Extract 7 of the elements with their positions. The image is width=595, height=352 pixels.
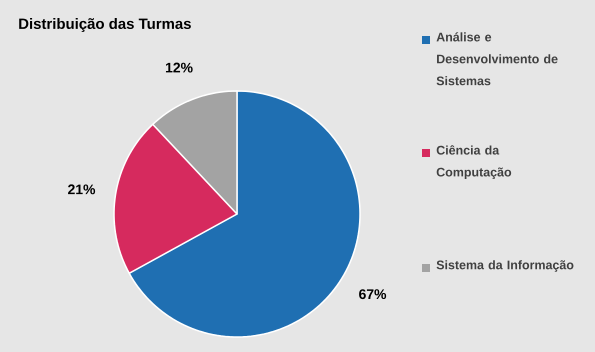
legend-label: Análise e Desenvolvimento de Sistemas bbox=[436, 32, 558, 86]
legend-label: Sistema da Informação bbox=[436, 260, 574, 272]
chart-title: Distribuição das Turmas bbox=[19, 18, 191, 32]
data-label: 12% bbox=[166, 62, 193, 73]
legend-label: Ciência da Computação bbox=[436, 145, 512, 179]
data-label: 67% bbox=[359, 289, 386, 300]
data-label: 21% bbox=[68, 184, 96, 194]
